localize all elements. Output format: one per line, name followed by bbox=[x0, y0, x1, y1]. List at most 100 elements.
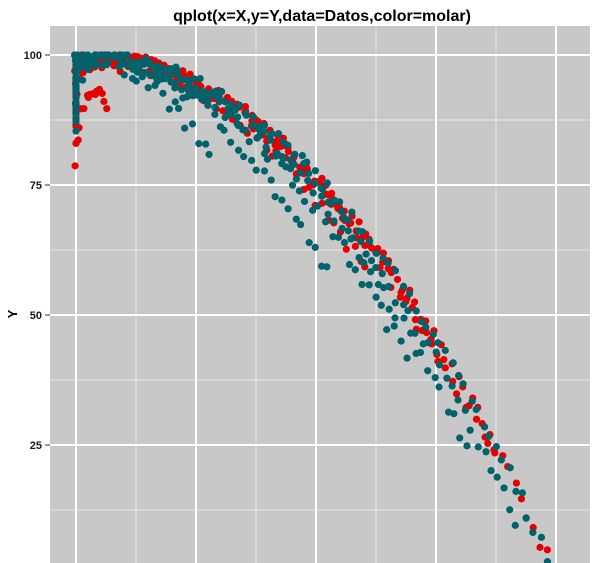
scatter-point bbox=[72, 117, 80, 126]
scatter-point bbox=[424, 367, 432, 375]
scatter-point bbox=[304, 176, 312, 185]
scatter-point bbox=[362, 250, 370, 258]
scatter-point bbox=[323, 179, 331, 187]
y-axis: 100 75 50 25 bbox=[24, 50, 50, 452]
scatter-point bbox=[379, 254, 387, 262]
scatter-point bbox=[543, 546, 551, 554]
scatter-point bbox=[100, 97, 108, 106]
scatter-point bbox=[358, 280, 366, 289]
scatter-point bbox=[132, 77, 140, 85]
scatter-point bbox=[348, 208, 356, 216]
chart-title: qplot(x=X,y=Y,data=Datos,color=molar) bbox=[173, 8, 471, 25]
y-axis-title: Y bbox=[5, 309, 20, 318]
scatter-point bbox=[529, 528, 537, 537]
scatter-point bbox=[250, 121, 258, 129]
scatter-point bbox=[211, 103, 219, 112]
scatter-point bbox=[317, 262, 326, 270]
scatter-point bbox=[487, 466, 495, 475]
scatter-point bbox=[422, 329, 431, 337]
scatter-point bbox=[452, 390, 461, 398]
scatter-point bbox=[188, 120, 197, 128]
scatter-point bbox=[267, 176, 275, 184]
scatter-point bbox=[416, 348, 425, 357]
scatter-point bbox=[205, 150, 213, 159]
scatter-point bbox=[97, 61, 105, 69]
scatter-point bbox=[159, 89, 167, 97]
scatter-point bbox=[218, 87, 226, 96]
scatter-point bbox=[295, 187, 304, 195]
scatter-point bbox=[365, 237, 374, 245]
scatter-point bbox=[96, 52, 104, 60]
scatter-point bbox=[485, 432, 493, 441]
scatter-point bbox=[454, 396, 462, 404]
scatter-point bbox=[303, 158, 311, 166]
scatter-point bbox=[80, 104, 88, 113]
scatter-point bbox=[441, 346, 449, 355]
scatter-point bbox=[274, 130, 283, 138]
scatter-point bbox=[120, 71, 128, 79]
scatter-point bbox=[435, 383, 443, 391]
scatter-point bbox=[511, 521, 519, 529]
scatter-point bbox=[292, 175, 301, 183]
scatter-point bbox=[85, 55, 93, 63]
scatter-point bbox=[500, 484, 508, 492]
scatter-point bbox=[298, 151, 306, 160]
scatter-point bbox=[72, 127, 80, 135]
scatter-point bbox=[327, 199, 336, 207]
scatter-point bbox=[241, 102, 250, 111]
scatter-point bbox=[410, 298, 419, 306]
scatter-point bbox=[435, 361, 443, 369]
scatter-point bbox=[367, 268, 375, 276]
scatter-point bbox=[330, 217, 338, 225]
scatter-point bbox=[255, 126, 263, 134]
scatter-point bbox=[456, 434, 464, 442]
scatter-point bbox=[84, 64, 92, 72]
major-gridlines bbox=[50, 26, 590, 563]
scatter-point bbox=[459, 380, 467, 388]
scatter-point bbox=[249, 113, 257, 121]
scatter-point bbox=[171, 79, 180, 88]
scatter-point bbox=[474, 443, 482, 451]
scatter-point bbox=[184, 82, 193, 90]
scatter-point bbox=[98, 89, 106, 98]
scatter-point bbox=[284, 205, 292, 213]
scatter-point bbox=[260, 149, 269, 158]
scatter-point bbox=[378, 270, 386, 278]
scatter-point bbox=[263, 155, 272, 163]
scatter-point bbox=[79, 55, 88, 63]
scatter-point bbox=[484, 439, 492, 447]
scatter-point bbox=[472, 415, 481, 423]
scatter-point bbox=[461, 406, 469, 414]
scatter-point bbox=[349, 234, 357, 242]
scatter-point bbox=[390, 322, 398, 330]
scatter-point bbox=[324, 210, 332, 218]
scatter-point bbox=[360, 259, 368, 267]
scatter-point bbox=[317, 184, 325, 192]
scatter-point bbox=[242, 126, 250, 134]
scatter-point bbox=[273, 137, 281, 145]
scatter-point bbox=[372, 263, 380, 272]
scatter-point bbox=[117, 51, 125, 59]
scatter-point bbox=[512, 479, 521, 487]
scatter-point bbox=[309, 189, 317, 197]
scatter-point bbox=[506, 464, 514, 472]
scatter-point bbox=[166, 68, 174, 77]
scatter-point bbox=[139, 59, 147, 67]
scatter-point bbox=[338, 224, 346, 233]
scatter-point bbox=[199, 89, 208, 97]
scatter-point bbox=[305, 169, 313, 178]
scatter-point bbox=[72, 76, 80, 84]
scatter-point bbox=[311, 179, 319, 187]
scatter-point bbox=[493, 473, 501, 481]
scatter-point bbox=[191, 88, 199, 97]
scatter-point bbox=[72, 88, 80, 97]
scatter-point bbox=[205, 89, 213, 97]
scatter-point bbox=[536, 543, 544, 551]
data-points bbox=[70, 51, 552, 563]
scatter-point bbox=[404, 307, 412, 315]
scatter-point bbox=[334, 233, 343, 241]
scatter-point bbox=[367, 257, 376, 265]
scatter-point bbox=[440, 356, 448, 364]
scatter-point bbox=[450, 410, 458, 418]
scatter-point bbox=[318, 192, 326, 200]
